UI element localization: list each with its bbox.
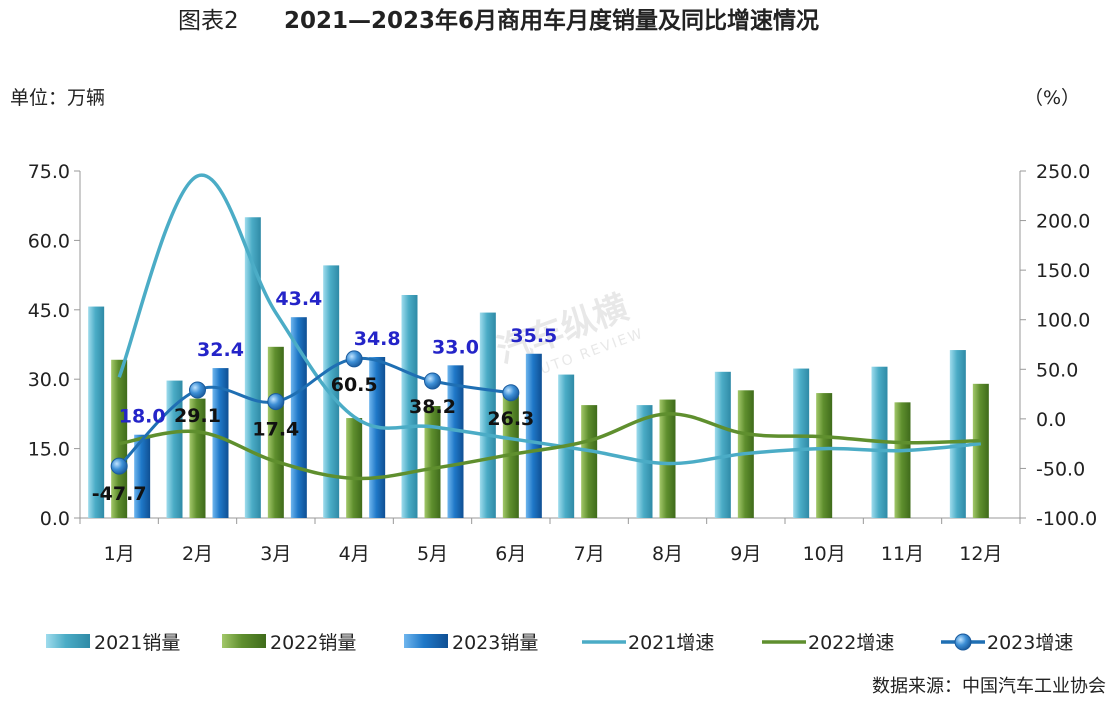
bar-2021销量 [479,312,496,518]
left-axis-tick-label: 75.0 [28,161,70,183]
legend-label: 2023增速 [987,632,1073,654]
x-axis-tick-label: 12月 [959,543,1002,565]
legend: 2021销量 2022销量 2023销量 2021增速 2022增速 2023增速 [46,632,1073,654]
x-axis-tick-label: 11月 [881,543,924,565]
data-labels: 18.0 32.4 43.4 34.8 33.0 35.5 -47.7 29.1 17.4 60.… [92,288,557,505]
legend-item: 2022增速 [762,632,894,654]
legend-swatch [404,634,448,648]
bar-label-2023: 32.4 [197,339,244,361]
line-label-2023: 38.2 [409,396,456,418]
right-axis-tick-label: -100.0 [1036,508,1097,530]
legend-label: 2022销量 [270,632,356,654]
bar-2021销量 [401,294,418,518]
right-axis-tick-label: 100.0 [1036,310,1090,332]
x-axis-tick-label: 7月 [574,543,605,565]
x-axis-tick-label: 2月 [182,543,213,565]
line-2022增速 [118,412,981,481]
bar-2022销量 [267,346,284,518]
bar-2021销量 [88,306,105,518]
bar-2022销量 [111,359,128,518]
bar-2021销量 [949,350,966,518]
left-axis-tick-label: 0.0 [40,508,70,530]
right-axis-tick-label: 250.0 [1036,161,1090,183]
legend-label: 2021销量 [94,632,180,654]
point-2023增速 [502,384,520,402]
bar-2022销量 [894,402,911,518]
point-2023增速 [267,393,285,411]
legend-label: 2023销量 [452,632,538,654]
bar-2022销量 [972,383,989,518]
bar-2022销量 [502,395,519,518]
bar-2021销量 [793,368,810,518]
lines [110,173,981,481]
left-axis-tick-label: 15.0 [28,439,70,461]
bar-2022销量 [189,398,206,518]
right-axis-tick-label: -50.0 [1036,458,1085,480]
bar-2023销量 [212,368,229,518]
point-2023增速 [345,350,363,368]
x-axis-tick-label: 6月 [495,543,526,565]
line-label-2023: 29.1 [174,405,221,427]
bar-2022销量 [659,399,676,518]
bar-label-2023: 34.8 [354,328,401,350]
line-label-2023: 26.3 [487,408,534,430]
bar-2023销量 [447,365,464,518]
bar-label-2023: 18.0 [119,406,166,428]
legend-item: 2021增速 [582,632,714,654]
left-axis-unit: 单位：万辆 [10,87,105,109]
source-note: 数据来源：中国汽车工业协会 [872,676,1106,697]
bar-2022销量 [424,406,441,518]
x-axis-tick-label: 8月 [652,543,683,565]
bar-label-2023: 33.0 [432,336,479,358]
chart-title-prefix: 图表2 [178,8,239,34]
bar-2021销量 [244,217,261,518]
bar-2022销量 [346,418,363,518]
x-axis-tick-label: 3月 [260,543,291,565]
line-label-2023: 60.5 [331,374,378,396]
line-2021增速 [117,173,981,466]
x-axis-tick-label: 4月 [339,543,370,565]
bar-2021销量 [714,371,731,518]
x-axis-tick-label: 9月 [730,543,761,565]
x-axis-tick-label: 1月 [104,543,135,565]
bar-2023销量 [134,434,151,518]
right-axis-unit: （%） [1024,87,1080,109]
bar-label-2023: 35.5 [510,325,557,347]
x-axis-tick-label: 5月 [417,543,448,565]
legend-item: 2023增速 [941,632,1073,654]
line-label-2023: -47.7 [92,483,147,505]
bar-2021销量 [323,265,340,518]
left-axis-tick-label: 30.0 [28,369,70,391]
point-2023增速 [189,381,206,399]
legend-label: 2021增速 [628,632,714,654]
legend-swatch [222,634,266,648]
right-axis-tick-label: 50.0 [1036,359,1078,381]
legend-label: 2022增速 [808,632,894,654]
point-2023增速 [110,457,128,475]
bar-2021销量 [166,380,183,518]
right-axis-tick-label: 150.0 [1036,260,1090,282]
bar-2022销量 [816,393,833,518]
bar-2023销量 [525,353,542,518]
line-label-2023: 17.4 [252,419,299,441]
bar-2022销量 [581,405,598,518]
axes: 0.0 15.0 30.0 45.0 60.0 75.0 -100.0 -50.0 0.0 50.… [28,161,1098,565]
legend-item: 2023销量 [404,632,538,654]
bars [88,217,989,518]
right-axis-tick-label: 0.0 [1036,409,1066,431]
left-axis-tick-label: 60.0 [28,230,70,252]
right-axis-tick-label: 200.0 [1036,211,1090,233]
chart-title: 2021—2023年6月商用车月度销量及同比增速情况 [284,7,819,34]
legend-item: 2021销量 [46,632,180,654]
point-2023增速 [424,372,441,390]
x-axis-tick-label: 10月 [803,543,846,565]
legend-swatch [46,634,90,648]
left-axis-tick-label: 45.0 [28,300,70,322]
legend-item: 2022销量 [222,632,356,654]
bar-label-2023: 43.4 [275,288,322,310]
legend-marker [954,633,972,651]
